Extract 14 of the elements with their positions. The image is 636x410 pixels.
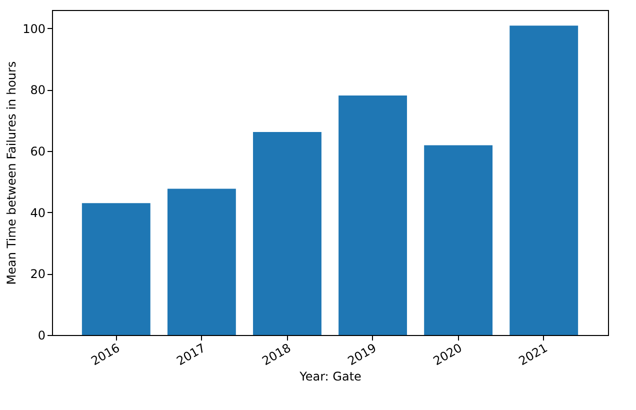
y-tick-label: 40 [30, 206, 46, 220]
y-tick-label: 60 [30, 144, 46, 159]
bar [424, 145, 493, 335]
bar [82, 203, 150, 335]
bar [338, 96, 407, 335]
y-tick-label: 80 [30, 83, 46, 98]
y-tick-label: 0 [38, 328, 46, 342]
y-tick-label: 100 [22, 22, 46, 36]
y-tick-label: 20 [30, 267, 46, 282]
bar [167, 188, 236, 335]
bar [510, 26, 578, 335]
x-axis-title: Year: Gate [298, 369, 362, 384]
bar [253, 132, 322, 335]
y-axis-title: Mean Time between Failures in hours [4, 61, 19, 285]
